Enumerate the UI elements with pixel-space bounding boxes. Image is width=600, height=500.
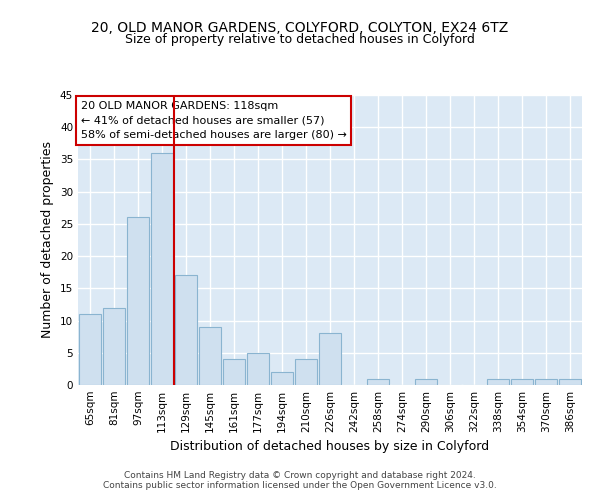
Bar xyxy=(319,334,341,385)
Bar xyxy=(247,353,269,385)
Y-axis label: Number of detached properties: Number of detached properties xyxy=(41,142,55,338)
Text: 20 OLD MANOR GARDENS: 118sqm
← 41% of detached houses are smaller (57)
58% of se: 20 OLD MANOR GARDENS: 118sqm ← 41% of de… xyxy=(80,101,346,140)
Text: Contains public sector information licensed under the Open Government Licence v3: Contains public sector information licen… xyxy=(103,482,497,490)
Bar xyxy=(103,308,125,385)
Bar xyxy=(127,218,149,385)
Bar xyxy=(151,153,173,385)
Bar xyxy=(295,359,317,385)
Bar xyxy=(199,327,221,385)
Bar xyxy=(79,314,101,385)
Bar xyxy=(559,378,581,385)
Bar xyxy=(271,372,293,385)
Bar xyxy=(175,276,197,385)
Bar xyxy=(415,378,437,385)
Text: Contains HM Land Registry data © Crown copyright and database right 2024.: Contains HM Land Registry data © Crown c… xyxy=(124,470,476,480)
Bar xyxy=(535,378,557,385)
Bar xyxy=(487,378,509,385)
Text: 20, OLD MANOR GARDENS, COLYFORD, COLYTON, EX24 6TZ: 20, OLD MANOR GARDENS, COLYFORD, COLYTON… xyxy=(91,20,509,34)
Text: Size of property relative to detached houses in Colyford: Size of property relative to detached ho… xyxy=(125,34,475,46)
Bar xyxy=(367,378,389,385)
Bar xyxy=(511,378,533,385)
Bar xyxy=(223,359,245,385)
X-axis label: Distribution of detached houses by size in Colyford: Distribution of detached houses by size … xyxy=(170,440,490,454)
